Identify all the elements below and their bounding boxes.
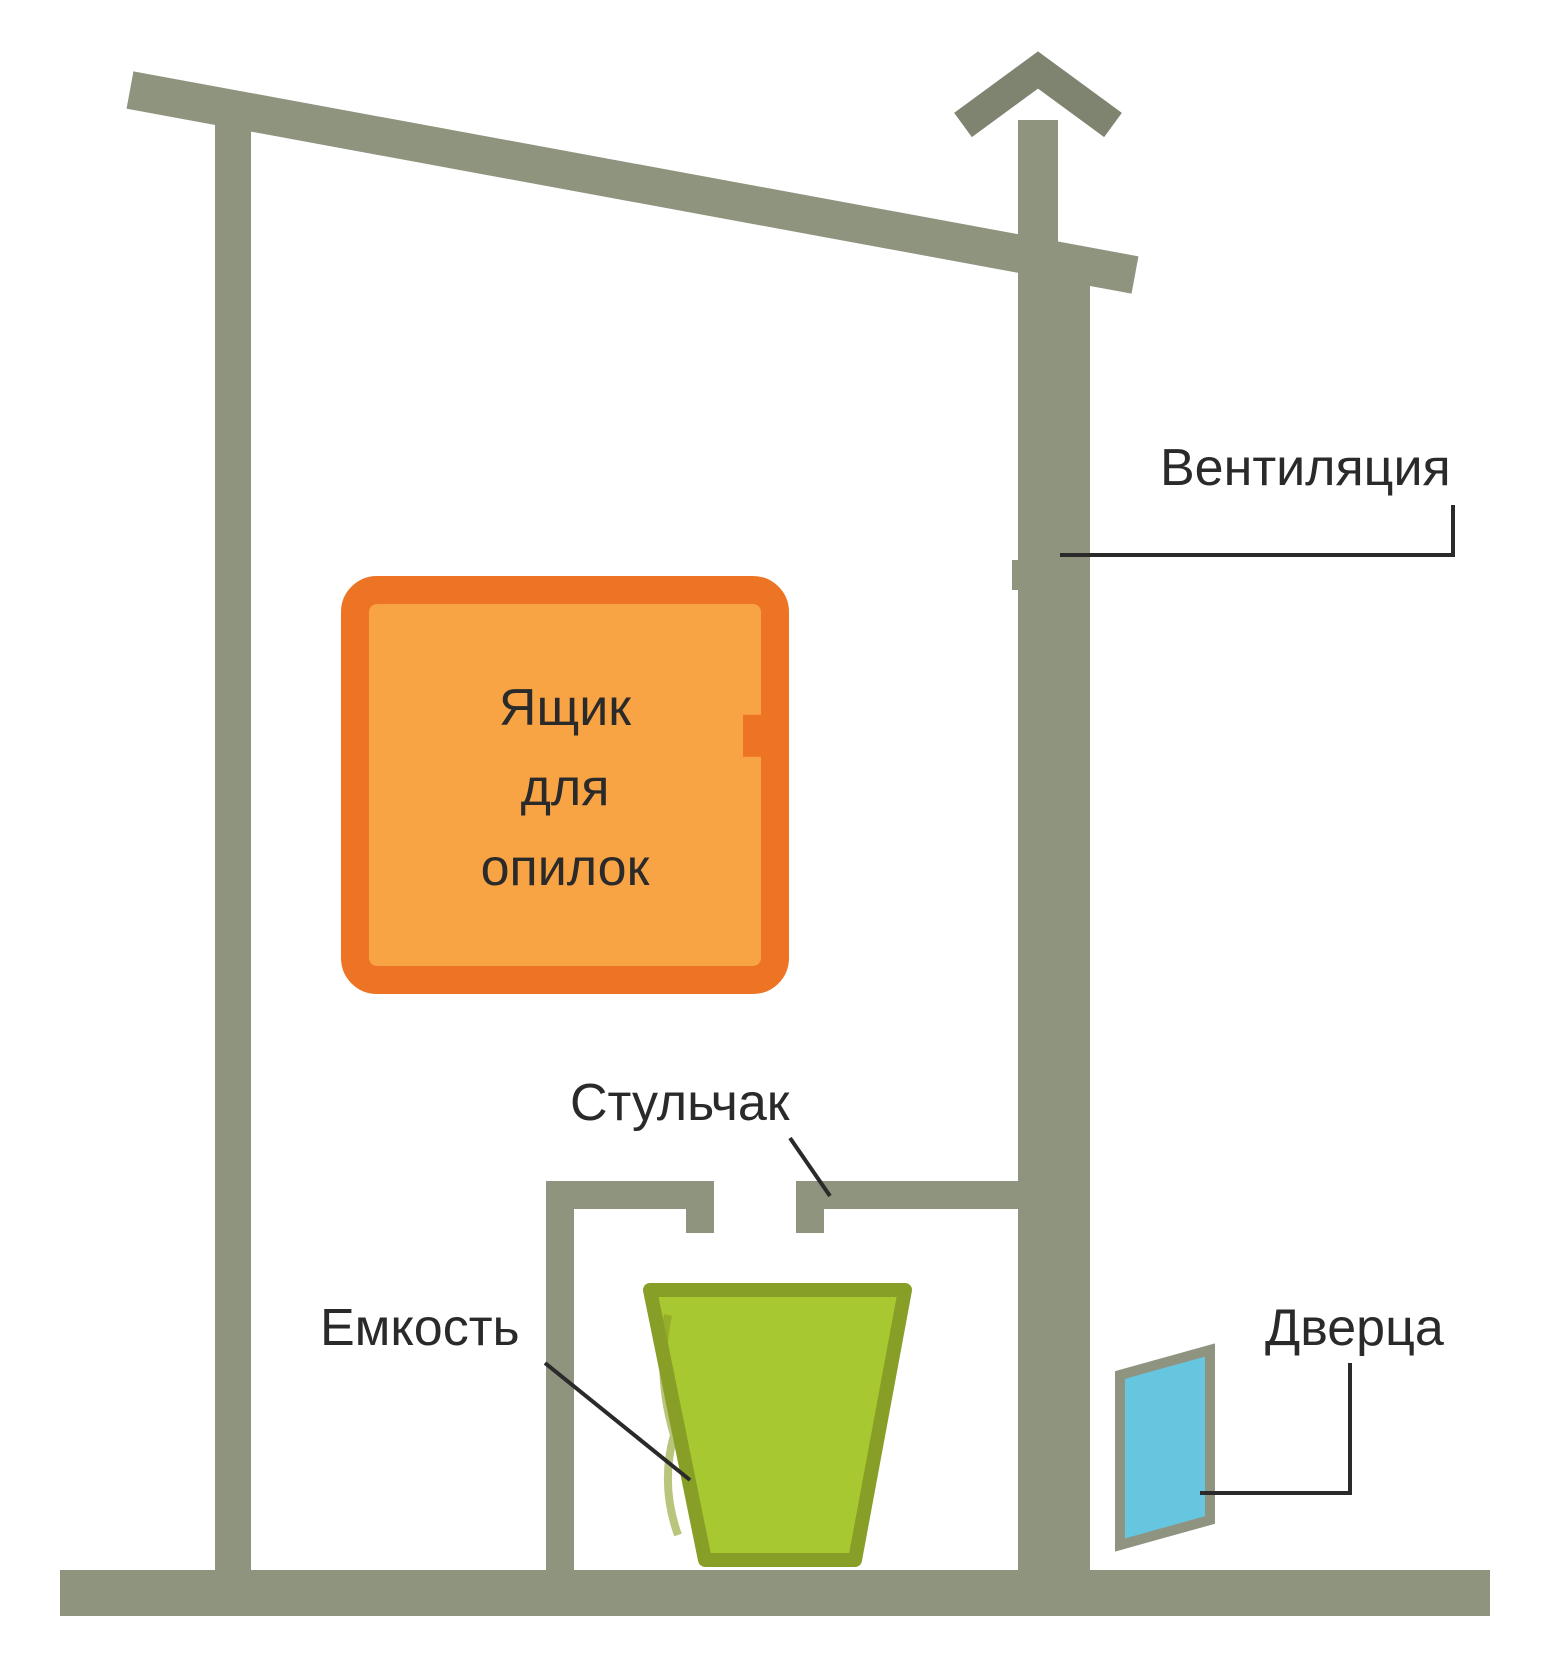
seat-label: Стульчак [570,1074,790,1132]
access-door [1120,1350,1210,1545]
vent-pipe [1018,120,1058,1570]
ventilation-leader [1060,505,1453,555]
sawdust-label-1: Ящик [499,679,631,737]
door-label: Дверца [1265,1299,1444,1357]
ventilation-label: Вентиляция [1160,439,1451,497]
vent-collar [1012,560,1064,590]
sawdust-label-3: опилок [481,839,650,897]
waste-bucket [650,1290,905,1560]
door-leader [1200,1363,1350,1493]
sawdust-box-handle [743,715,781,757]
sawdust-label-2: для [521,759,610,817]
left-wall [215,115,251,1570]
vent-cap-icon [963,70,1113,125]
container-label: Емкость [320,1299,520,1357]
right-wall [1054,250,1090,1570]
ground [60,1570,1490,1616]
